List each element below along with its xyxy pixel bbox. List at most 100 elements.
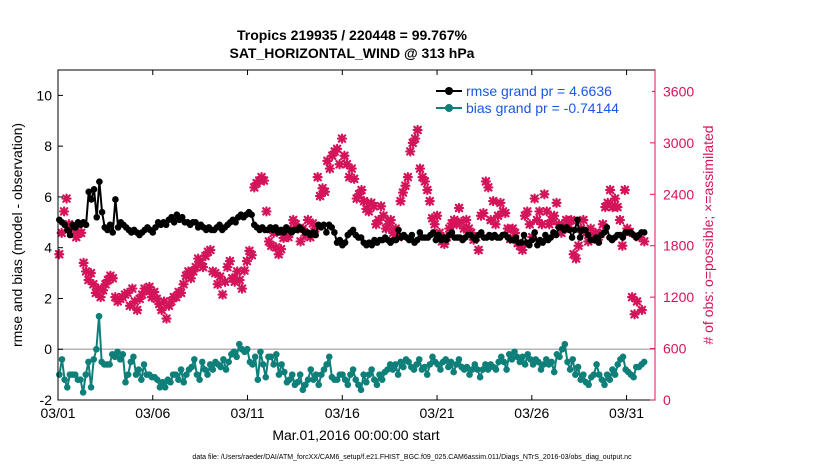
bias-point [217, 363, 225, 371]
rmse-point [531, 229, 538, 236]
rmse-point [88, 196, 95, 203]
bias-point [426, 361, 434, 368]
rmse-point [232, 219, 239, 226]
bias-point [466, 371, 473, 378]
obs-assimilated-point [61, 193, 72, 204]
bias-point [400, 363, 407, 371]
obs-assimilated-point [263, 236, 274, 247]
rmse-point [82, 221, 90, 229]
y2-axis-label: # of obs: o=possible; ×=assimilated [700, 125, 716, 344]
rmse-point [328, 224, 336, 231]
obs-assimilated-point [346, 163, 357, 174]
obs-assimilated-point [239, 265, 250, 276]
rmse-point [600, 229, 608, 236]
bias-point [392, 361, 399, 368]
obs-assimilated-point [334, 159, 345, 170]
obs-assimilated-point [85, 268, 97, 279]
bias-point [222, 366, 230, 373]
obs-assimilated-point [110, 292, 121, 303]
bias-point [572, 371, 579, 378]
bias-point [130, 353, 137, 361]
obs-assimilated-point [107, 273, 118, 284]
obs-assimilated-point [80, 266, 92, 277]
bias-point [127, 358, 135, 366]
rmse-point [413, 236, 421, 244]
obs-assimilated-point [241, 256, 253, 267]
bias-point [296, 371, 304, 378]
rmse-point [216, 221, 223, 229]
obs-assimilated-point [98, 285, 109, 296]
bias-point [476, 373, 484, 381]
bias-point [135, 366, 143, 373]
obs-assimilated-point [54, 249, 65, 260]
y-tick-label: -2 [40, 392, 53, 408]
obs-assimilated-point [424, 196, 435, 207]
y-axis-left: -2 0 2 4 6 8 10 [36, 87, 63, 408]
obs-assimilated-point [217, 289, 228, 300]
obs-assimilated-point [200, 250, 211, 262]
obs-assimilated-point [375, 201, 387, 212]
rmse-point [443, 236, 450, 244]
obs-assimilated-point [132, 304, 143, 316]
y-tick-label: 2 [44, 290, 52, 306]
bias-point [479, 366, 487, 373]
bias-point [566, 366, 574, 373]
obs-assimilated-point [453, 202, 465, 214]
bias-point [590, 371, 598, 378]
bias-point [378, 376, 386, 383]
bias-point [188, 363, 195, 371]
bias-point [93, 345, 100, 353]
bias-point [492, 366, 500, 373]
obs-assimilated-point [541, 206, 552, 217]
obs-assimilated-point [417, 172, 428, 183]
obs-assimilated-point [100, 279, 111, 290]
obs-assimilated-point [529, 193, 540, 204]
bias-point [455, 356, 463, 363]
obs-assimilated-point [456, 216, 467, 227]
bias-point [537, 366, 545, 373]
bias-point [601, 381, 608, 389]
bias-point [386, 361, 394, 368]
bias-point [373, 381, 381, 389]
obs-assimilated-point [563, 219, 574, 230]
obs-assimilated-point [383, 219, 394, 230]
obs-assimilated-point [444, 223, 455, 234]
bias-point [564, 358, 571, 366]
obs-assimilated-point [229, 276, 240, 287]
rmse-point [576, 234, 584, 241]
obs-assimilated-point [190, 262, 201, 273]
bias-point [500, 358, 508, 366]
obs-assimilated-point [612, 202, 623, 213]
obs-assimilated-point [149, 286, 160, 298]
obs-assimilated-point [244, 245, 255, 256]
obs-assimilated-point [536, 219, 548, 230]
rmse-point [106, 221, 114, 229]
bias-point [410, 366, 418, 373]
bias-point [640, 358, 648, 366]
bias-point [413, 361, 420, 368]
bias-point [61, 376, 68, 383]
bias-point [609, 366, 616, 373]
obs-assimilated-point [351, 193, 362, 204]
rmse-point [72, 224, 79, 231]
bias-point [177, 366, 185, 373]
x-tick-label: 03/21 [420, 405, 455, 421]
obs-assimilated-point [314, 190, 326, 202]
rmse-point [149, 229, 157, 236]
obs-assimilated-point [439, 238, 450, 250]
bias-point [482, 361, 489, 368]
y-tick-label: 4 [44, 240, 52, 256]
data-file-footnote: data file: /Users/raeder/DAI/ATM_forcXX/… [192, 454, 632, 461]
obs-assimilated-point [195, 257, 206, 268]
rmse-point [109, 229, 117, 236]
bias-point [524, 351, 532, 358]
bias-point [548, 358, 555, 366]
y2-tick-label: 600 [663, 341, 687, 357]
bias-point [508, 356, 516, 363]
obs-assimilated-point [161, 313, 172, 324]
bias-point [495, 358, 502, 366]
legend: rmse grand pr = 4.6636 bias grand pr = -… [430, 78, 652, 120]
bias-point [437, 366, 444, 373]
obs-assimilated-point [414, 163, 426, 174]
obs-assimilated-point [578, 214, 589, 226]
